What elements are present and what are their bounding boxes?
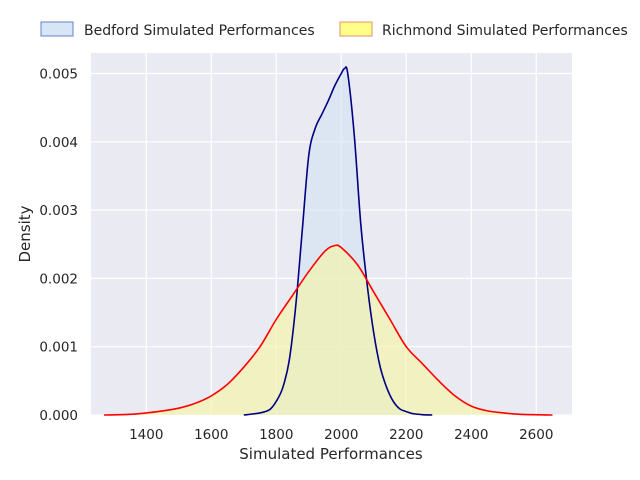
x-axis-label: Simulated Performances [239,445,423,463]
x-tick-label: 1600 [194,427,228,443]
y-tick-label: 0.003 [39,203,78,219]
x-tick-label: 2000 [324,427,358,443]
x-tick-labels: 1400 1600 1800 2000 2200 2400 2600 [129,427,553,443]
density-area-richmond [104,245,553,415]
density-lines [103,66,553,416]
x-tick-label: 1400 [129,427,163,443]
legend-label-richmond: Richmond Simulated Performances [382,23,628,39]
x-tick-label: 2200 [389,427,423,443]
y-axis-label: Density [16,205,34,262]
density-area-bedford [243,66,433,415]
x-tick-label: 2600 [519,427,553,443]
y-tick-label: 0.005 [39,66,78,82]
y-tick-label: 0.000 [39,408,78,424]
y-tick-labels: 0.000 0.001 0.002 0.003 0.004 0.005 [39,66,78,424]
y-tick-label: 0.002 [39,271,78,287]
x-tick-label: 2400 [454,427,488,443]
legend: Bedford Simulated Performances Richmond … [40,21,628,39]
legend-swatch-richmond [339,21,373,37]
legend-label-bedford: Bedford Simulated Performances [84,23,315,39]
y-tick-label: 0.001 [39,340,78,356]
density-areas [104,66,553,415]
y-tick-label: 0.004 [39,135,78,151]
legend-swatch-bedford [40,21,74,37]
density-line-richmond [103,244,553,416]
x-tick-label: 1800 [259,427,293,443]
density-line-bedford [243,66,433,416]
